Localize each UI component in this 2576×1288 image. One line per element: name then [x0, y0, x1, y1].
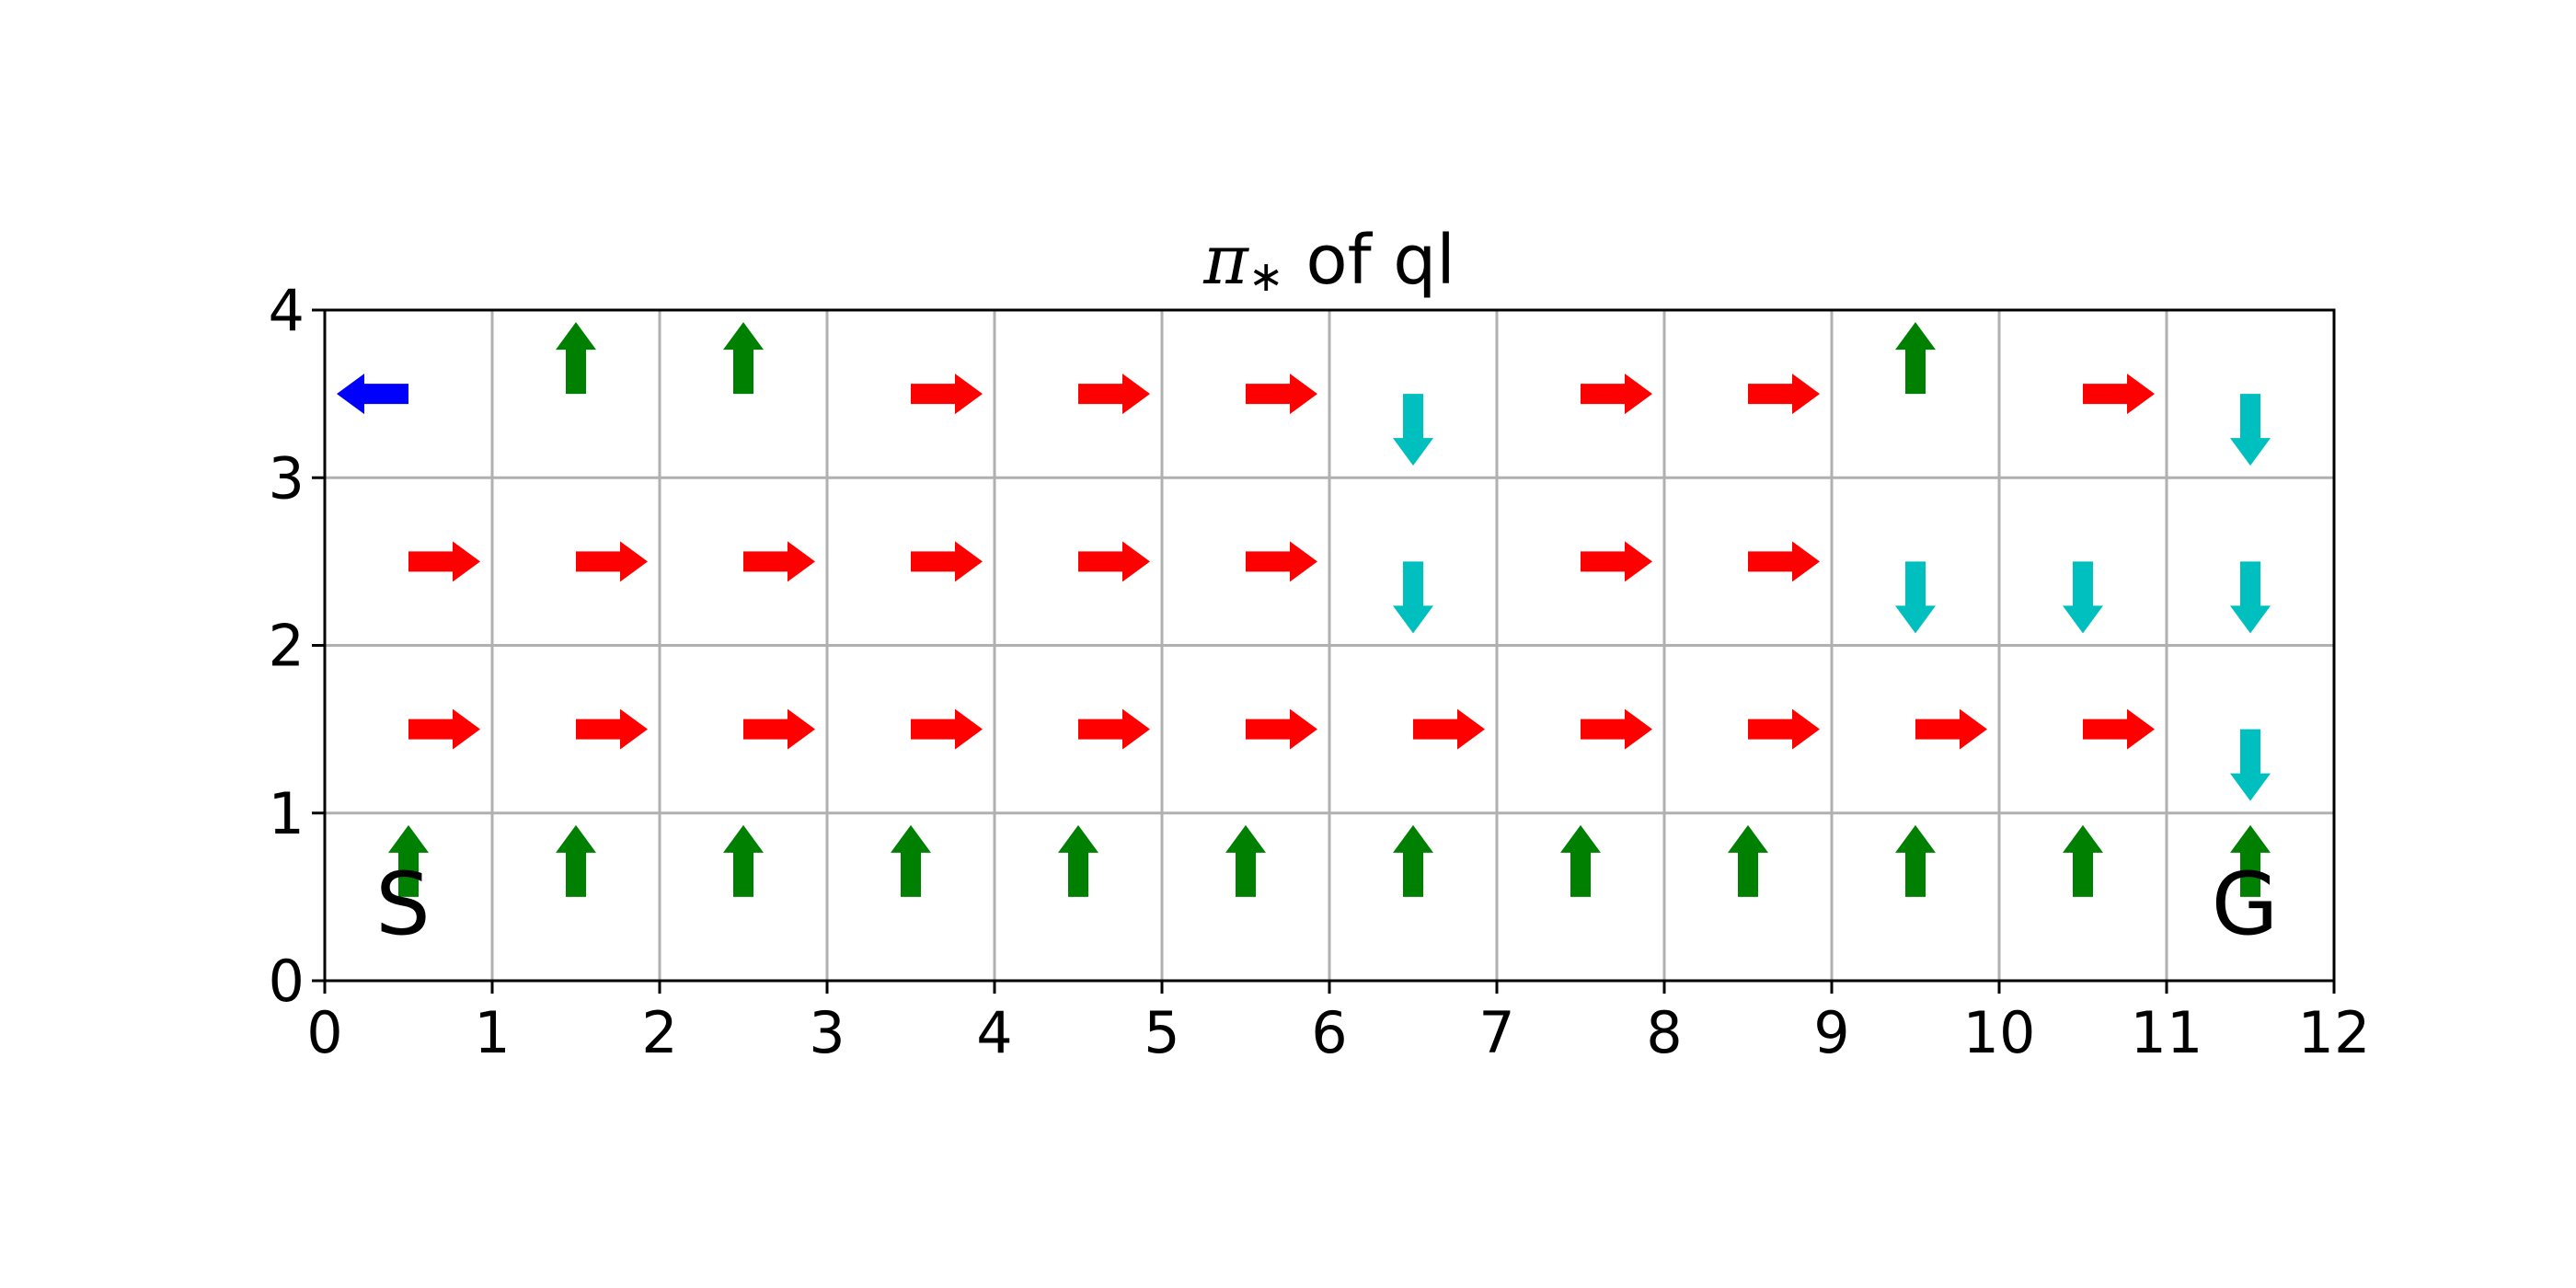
arrow-down-r0-c11: [2230, 394, 2271, 466]
y-tick-label: 1: [269, 780, 305, 847]
x-tick-label: 10: [1963, 999, 2036, 1066]
arrow-right-r0-c10: [2083, 374, 2155, 415]
arrow-right-r1-c7: [1581, 541, 1652, 582]
arrow-right-r1-c2: [743, 541, 815, 582]
arrow-down-r1-c9: [1895, 561, 1936, 634]
marker-g: G: [2212, 855, 2279, 955]
arrow-right-r2-c9: [1915, 708, 1987, 750]
title-text: of ql: [1305, 221, 1455, 300]
arrow-down-r1-c10: [2063, 561, 2103, 634]
x-tick-label: 3: [809, 999, 845, 1066]
x-tick-label: 11: [2131, 999, 2203, 1066]
arrow-down-r1-c11: [2230, 561, 2271, 634]
arrow-right-r2-c1: [576, 708, 648, 750]
arrow-up-r3-c6: [1393, 824, 1433, 897]
x-tick-label: 2: [641, 999, 677, 1066]
policy-arrows: [337, 322, 2271, 897]
arrow-up-r3-c2: [723, 824, 764, 897]
arrow-right-r0-c7: [1581, 374, 1652, 415]
arrow-down-r1-c6: [1393, 561, 1433, 634]
marker-s: S: [375, 855, 431, 955]
arrow-up-r3-c9: [1895, 824, 1936, 897]
arrow-right-r1-c8: [1748, 541, 1820, 582]
arrow-right-r1-c1: [576, 541, 648, 582]
arrow-right-r1-c3: [911, 541, 983, 582]
arrow-up-r3-c5: [1225, 824, 1266, 897]
arrow-up-r3-c7: [1560, 824, 1601, 897]
arrow-down-r2-c11: [2230, 729, 2271, 801]
arrow-up-r0-c2: [723, 322, 764, 395]
arrow-up-r0-c9: [1895, 322, 1936, 395]
arrow-up-r3-c8: [1728, 824, 1768, 897]
title-symbol: π: [1202, 221, 1249, 300]
arrow-down-r0-c6: [1393, 394, 1433, 466]
x-tick-label: 5: [1144, 999, 1179, 1066]
grid-lines: [323, 308, 2336, 983]
arrow-right-r1-c5: [1246, 541, 1317, 582]
x-tick-label: 9: [1813, 999, 1849, 1066]
x-tick-label: 0: [306, 999, 342, 1066]
y-tick-label: 4: [269, 277, 305, 344]
arrow-right-r0-c3: [911, 374, 983, 415]
arrow-up-r3-c3: [891, 824, 931, 897]
arrow-right-r2-c4: [1078, 708, 1150, 750]
arrow-up-r3-c4: [1058, 824, 1098, 897]
x-tick-label: 4: [976, 999, 1012, 1066]
arrow-right-r2-c2: [743, 708, 815, 750]
arrow-right-r1-c4: [1078, 541, 1150, 582]
title-subscript: ∗: [1248, 251, 1284, 301]
arrow-up-r0-c1: [556, 322, 596, 395]
arrow-right-r0-c5: [1246, 374, 1317, 415]
arrow-up-r3-c0: [388, 824, 429, 897]
y-tick-label: 2: [269, 613, 305, 680]
arrow-right-r2-c5: [1246, 708, 1317, 750]
x-tick-label: 7: [1478, 999, 1514, 1066]
x-tick-label: 12: [2298, 999, 2371, 1066]
y-tick-label: 0: [269, 948, 305, 1015]
arrow-up-r3-c10: [2063, 824, 2103, 897]
x-tick-label: 8: [1646, 999, 1682, 1066]
arrow-right-r0-c8: [1748, 374, 1820, 415]
x-tick-label: 6: [1311, 999, 1347, 1066]
arrow-right-r2-c8: [1748, 708, 1820, 750]
arrow-right-r2-c10: [2083, 708, 2155, 750]
chart-title: π∗ of ql: [1202, 221, 1455, 301]
arrow-right-r2-c7: [1581, 708, 1652, 750]
arrow-right-r0-c4: [1078, 374, 1150, 415]
arrow-left-r0-c0: [337, 374, 408, 415]
arrow-up-r3-c11: [2230, 824, 2271, 897]
y-tick-label: 3: [269, 444, 305, 512]
arrow-right-r1-c0: [408, 541, 480, 582]
arrow-right-r2-c3: [911, 708, 983, 750]
arrow-right-r2-c6: [1413, 708, 1485, 750]
x-tick-label: 1: [474, 999, 510, 1066]
arrow-up-r3-c1: [556, 824, 596, 897]
arrow-right-r2-c0: [408, 708, 480, 750]
